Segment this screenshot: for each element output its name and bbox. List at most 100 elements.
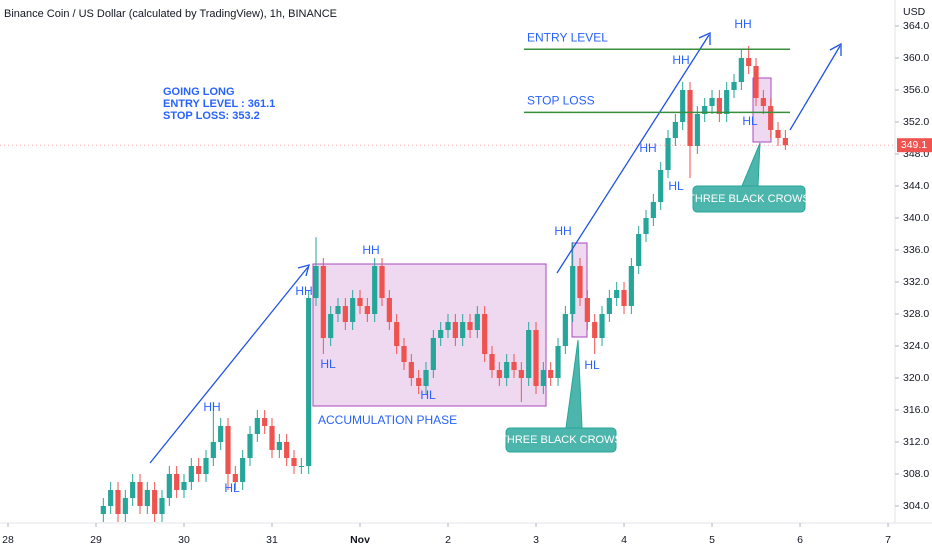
candle-body — [445, 322, 451, 330]
candle-body — [122, 498, 128, 514]
callout-box — [505, 427, 617, 453]
swing-label: HH — [295, 284, 312, 298]
candle-body — [724, 90, 730, 114]
axis-unit: USD — [903, 6, 926, 18]
swing-label: HH — [203, 400, 220, 414]
x-tick-label: 30 — [178, 534, 190, 546]
candle-body — [452, 322, 458, 338]
arrow-head — [829, 42, 842, 56]
arrow-head — [698, 31, 711, 45]
trend-arrow — [149, 266, 309, 464]
candle-body — [218, 426, 224, 442]
candle-body — [364, 306, 370, 314]
candle-body — [438, 330, 444, 338]
candle-body — [650, 202, 656, 218]
y-tick-label: 364.0 — [903, 20, 929, 32]
candle-body — [665, 138, 671, 170]
candle-body — [166, 474, 172, 498]
y-tick-label: 308.0 — [903, 468, 929, 480]
candle-body — [100, 506, 106, 514]
x-tick-label: Nov — [350, 534, 370, 546]
level-label: STOP LOSS — [527, 94, 595, 108]
candle-body — [181, 482, 187, 490]
candle-body — [687, 90, 693, 146]
candle-body — [379, 266, 385, 298]
candle-body — [313, 266, 319, 298]
y-tick-label: 336.0 — [903, 244, 929, 256]
candle-body — [188, 466, 194, 482]
candle-body — [144, 490, 150, 506]
candle-body — [320, 266, 326, 338]
candle-body — [753, 66, 759, 98]
chart-title: Binance Coin / US Dollar (calculated by … — [4, 8, 337, 20]
candle-body — [511, 362, 517, 370]
swing-label: HL — [584, 358, 600, 372]
candle-body — [555, 346, 561, 378]
candle-body — [291, 458, 297, 466]
accumulation-zone — [312, 263, 547, 407]
candle-body — [247, 434, 253, 458]
candle-body — [526, 330, 532, 378]
x-tick-label: 6 — [797, 534, 803, 546]
zone-label: ACCUMULATION PHASE — [318, 413, 457, 427]
candle-body — [716, 98, 722, 114]
candle-body — [210, 442, 216, 458]
swing-label: HL — [668, 179, 684, 193]
candle-body — [702, 106, 708, 114]
candle-body — [423, 370, 429, 386]
note-line: GOING LONG — [163, 86, 235, 98]
swing-label: HH — [672, 53, 689, 67]
candle-body — [548, 370, 554, 378]
y-tick-label: 360.0 — [903, 52, 929, 64]
y-tick-label: 304.0 — [903, 500, 929, 512]
candle-body — [306, 298, 312, 466]
candle-body — [606, 298, 612, 314]
y-tick-label: 340.0 — [903, 212, 929, 224]
candle-body — [746, 58, 752, 66]
candle-body — [672, 122, 678, 138]
candle-body — [518, 370, 524, 378]
candle-body — [152, 490, 158, 514]
candle-body — [372, 266, 378, 314]
candle-body — [562, 314, 568, 346]
swing-label: HL — [320, 357, 336, 371]
candle-body — [709, 98, 715, 106]
last-price-label: 349.1 — [901, 139, 927, 151]
swing-label: HL — [420, 388, 436, 402]
candle-body — [496, 370, 502, 378]
candle-body — [196, 466, 202, 474]
x-tick-label: 2 — [445, 534, 451, 546]
y-tick-label: 352.0 — [903, 116, 929, 128]
candle-body — [276, 442, 282, 450]
candle-body — [430, 338, 436, 370]
callout-box — [692, 185, 806, 213]
candle-body — [584, 298, 590, 322]
last-price-tag — [897, 138, 932, 153]
y-tick-label: 332.0 — [903, 276, 929, 288]
x-tick-label: 31 — [266, 534, 278, 546]
y-tick-label: 320.0 — [903, 372, 929, 384]
candle-body — [115, 490, 121, 514]
candle-body — [775, 130, 781, 138]
candle-body — [174, 474, 180, 490]
candle-body — [540, 370, 546, 386]
x-tick-label: 5 — [709, 534, 715, 546]
candle-body — [489, 354, 495, 370]
callout-text: THREE BLACK CROWS — [500, 434, 622, 446]
candle-body — [159, 498, 165, 514]
candle-body — [533, 330, 539, 386]
candle-body — [621, 290, 627, 306]
candle-body — [467, 322, 473, 330]
candle-body — [232, 474, 238, 482]
candle-body — [137, 482, 143, 506]
candle-body — [342, 306, 348, 322]
candle-body — [130, 482, 136, 498]
candle-body — [401, 346, 407, 362]
candle-body — [225, 426, 231, 474]
candle-body — [262, 418, 268, 426]
candle-body — [474, 314, 480, 330]
candle-body — [416, 378, 422, 386]
trend-arrow — [789, 45, 841, 131]
